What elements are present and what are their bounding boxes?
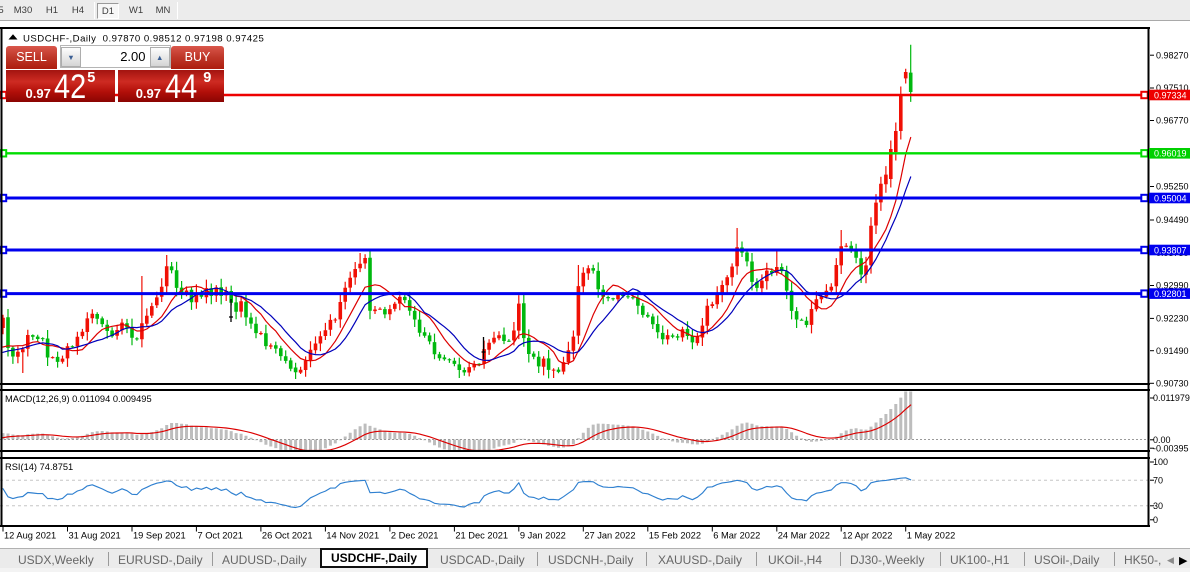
svg-text:0.94490: 0.94490	[1156, 215, 1189, 225]
svg-text:26 Oct 2021: 26 Oct 2021	[262, 531, 313, 541]
svg-text:0.97510: 0.97510	[1156, 83, 1189, 93]
svg-text:1 May 2022: 1 May 2022	[907, 531, 956, 541]
svg-text:0.011979: 0.011979	[1153, 393, 1190, 403]
svg-text:0.91490: 0.91490	[1156, 346, 1189, 356]
svg-text:0.95250: 0.95250	[1156, 182, 1189, 192]
svg-text:7 Oct 2021: 7 Oct 2021	[197, 531, 242, 541]
svg-text:21 Dec 2021: 21 Dec 2021	[455, 531, 508, 541]
svg-text:12 Apr 2022: 12 Apr 2022	[842, 531, 892, 541]
svg-text:0.92801: 0.92801	[1154, 289, 1187, 299]
svg-text:0: 0	[1153, 515, 1158, 525]
svg-text:24 Mar 2022: 24 Mar 2022	[778, 531, 830, 541]
svg-text:19 Sep 2021: 19 Sep 2021	[133, 531, 186, 541]
svg-text:30: 30	[1153, 501, 1163, 511]
svg-text:0.90730: 0.90730	[1156, 379, 1189, 389]
svg-text:0.96770: 0.96770	[1156, 116, 1189, 126]
svg-text:9 Jan 2022: 9 Jan 2022	[520, 531, 566, 541]
svg-text:0.92230: 0.92230	[1156, 314, 1189, 324]
svg-text:2 Dec 2021: 2 Dec 2021	[391, 531, 439, 541]
svg-text:6 Mar 2022: 6 Mar 2022	[713, 531, 760, 541]
svg-text:-0.00395: -0.00395	[1153, 443, 1189, 453]
svg-text:0.97334: 0.97334	[1154, 90, 1187, 100]
svg-text:0.92990: 0.92990	[1156, 281, 1189, 291]
svg-text:USDCHF-,Daily 0.97870 0.98512: USDCHF-,Daily 0.97870 0.98512 0.97198 0.…	[23, 34, 264, 45]
svg-text:14 Nov 2021: 14 Nov 2021	[326, 531, 379, 541]
svg-text:MACD(12,26,9) 0.011094 0.00949: MACD(12,26,9) 0.011094 0.009495	[5, 394, 152, 404]
svg-text:0.93807: 0.93807	[1154, 245, 1187, 255]
svg-text:15 Feb 2022: 15 Feb 2022	[649, 531, 701, 541]
svg-text:0.00: 0.00	[1153, 435, 1171, 445]
svg-text:0.95004: 0.95004	[1154, 193, 1187, 203]
svg-text:100: 100	[1153, 457, 1168, 467]
svg-text:70: 70	[1153, 475, 1163, 485]
svg-text:27 Jan 2022: 27 Jan 2022	[584, 531, 635, 541]
svg-text:12 Aug 2021: 12 Aug 2021	[4, 531, 56, 541]
svg-text:RSI(14) 74.8751: RSI(14) 74.8751	[5, 462, 73, 472]
svg-text:0.96019: 0.96019	[1154, 149, 1187, 159]
svg-text:0.98270: 0.98270	[1156, 50, 1189, 60]
svg-text:31 Aug 2021: 31 Aug 2021	[68, 531, 120, 541]
